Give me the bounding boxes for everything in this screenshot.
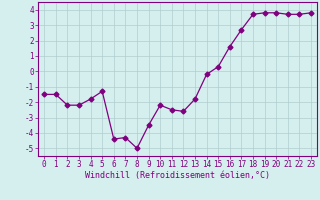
X-axis label: Windchill (Refroidissement éolien,°C): Windchill (Refroidissement éolien,°C) bbox=[85, 171, 270, 180]
